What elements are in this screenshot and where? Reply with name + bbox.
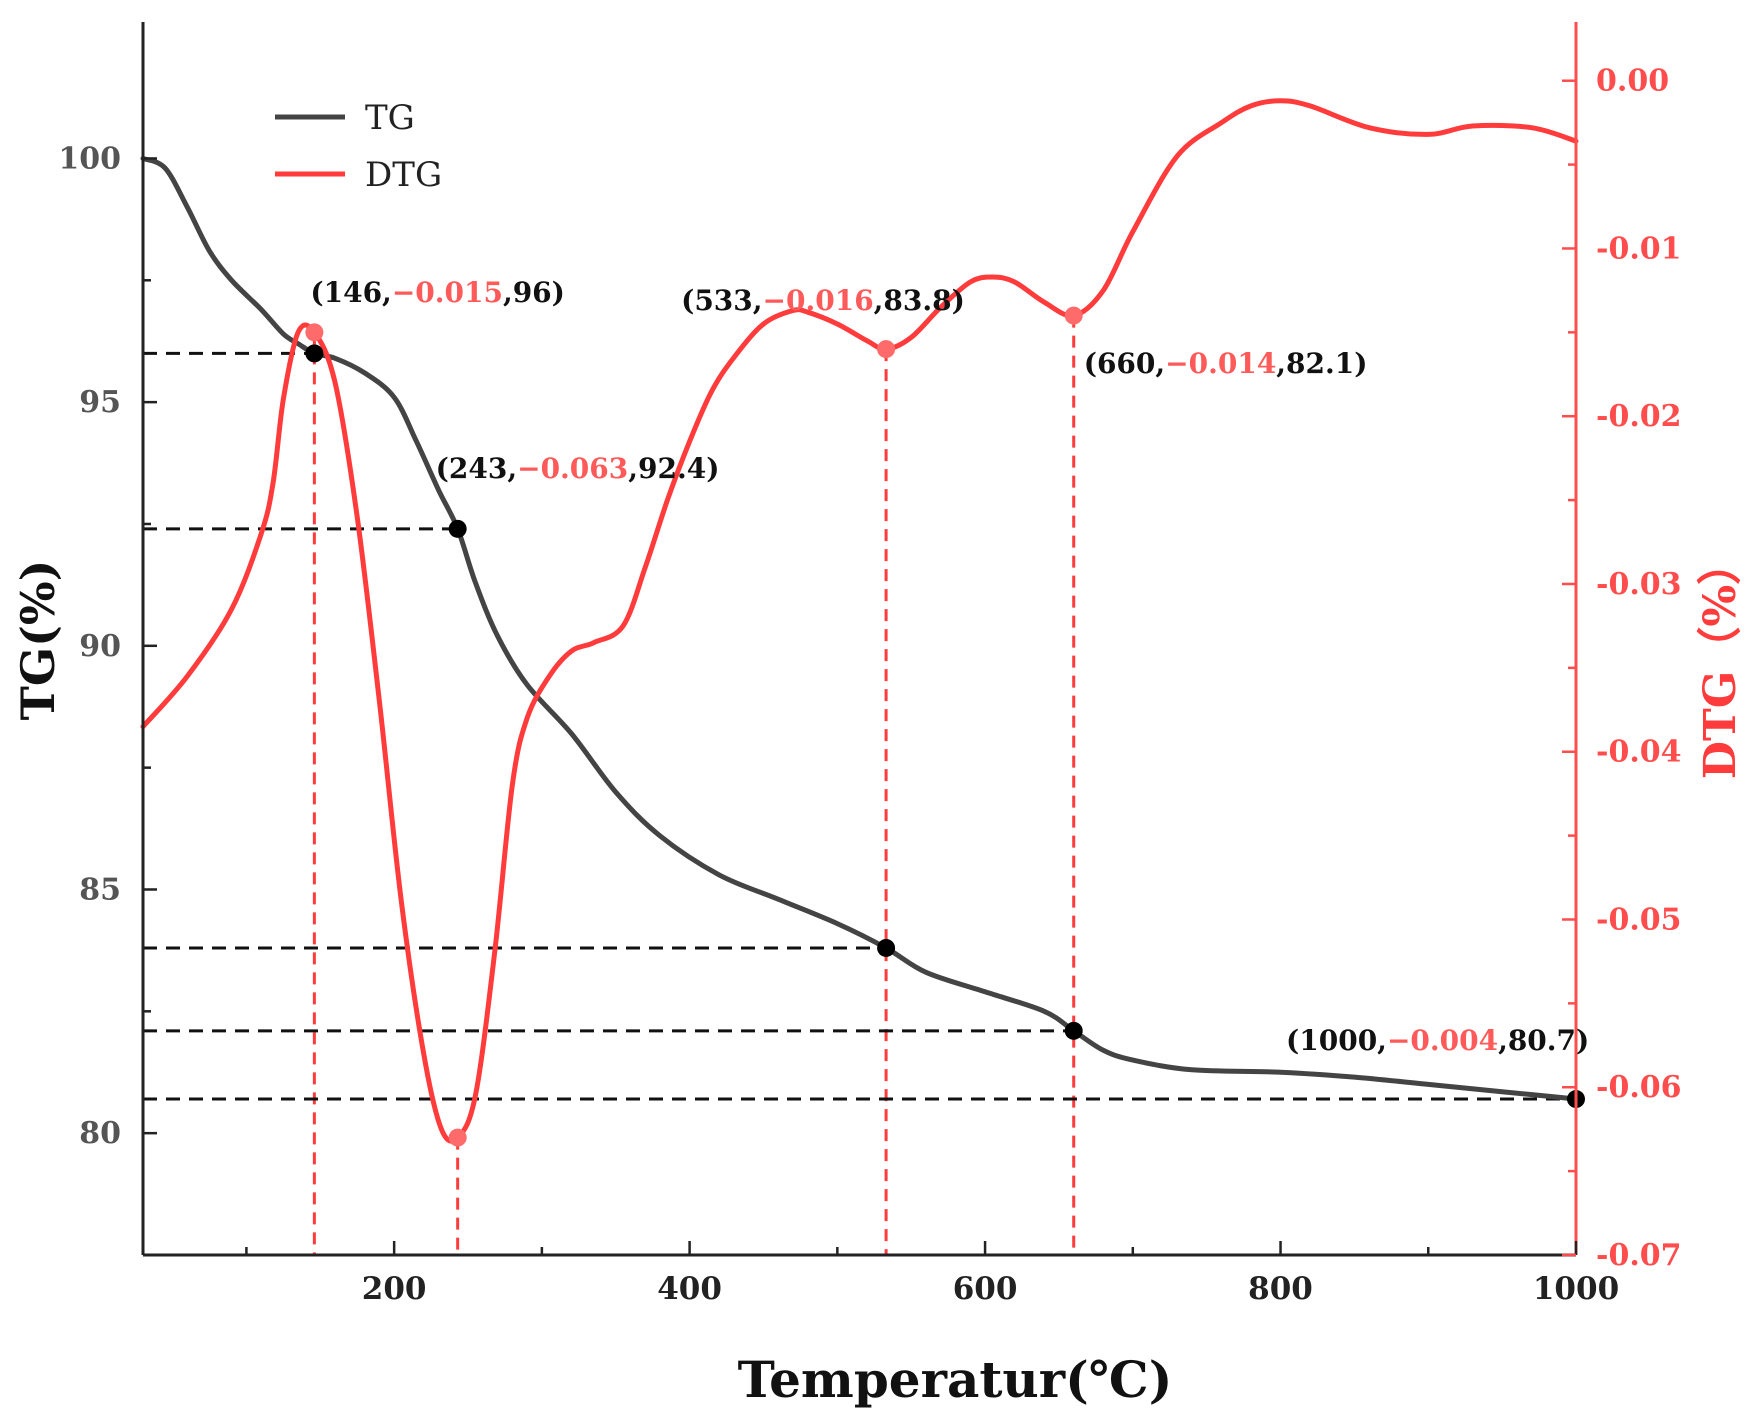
series-line-tg	[140, 156, 1579, 1102]
x-tick-label: 800	[1248, 1271, 1313, 1307]
x-tick-label: 1000	[1533, 1271, 1619, 1307]
axes	[141, 22, 1578, 1257]
annotation-tg-value: ,83.8)	[874, 284, 965, 317]
x-tick-label: 600	[953, 1271, 1018, 1307]
legend-label-dtg: DTG	[365, 155, 442, 195]
annotations: (146,−0.015,96)(243,−0.063,92.4)(533,−0.…	[310, 276, 1589, 1057]
annotation-dtg-value: −0.004	[1387, 1024, 1498, 1057]
y-right-tick-label: -0.07	[1596, 1238, 1682, 1273]
x-tick-label: 400	[657, 1271, 722, 1307]
annotation-dtg-value: −0.014	[1165, 347, 1276, 380]
y-right-tick-label: -0.03	[1596, 567, 1682, 602]
y-right-tick-label: 0.00	[1596, 64, 1669, 99]
point-annotation: (533,−0.016,83.8)	[681, 284, 965, 317]
annotation-temp: (243,	[436, 452, 517, 485]
annotation-dtg-value: −0.016	[763, 284, 874, 317]
dtg-point-marker	[877, 340, 896, 359]
dtg-point-marker	[1064, 306, 1083, 325]
point-annotation: (1000,−0.004,80.7)	[1286, 1024, 1589, 1057]
annotation-tg-value: ,80.7)	[1498, 1024, 1589, 1057]
tg-point-marker	[448, 519, 467, 538]
annotation-dtg-value: −0.015	[392, 276, 503, 309]
point-annotation: (146,−0.015,96)	[310, 276, 565, 309]
annotation-temp: (660,	[1084, 347, 1165, 380]
y-left-tick-label: 90	[79, 629, 121, 664]
y-right-tick-label: -0.02	[1596, 399, 1682, 434]
x-tick-label: 200	[362, 1271, 427, 1307]
tg-point-marker	[877, 938, 896, 957]
series-layer	[140, 98, 1579, 1144]
dtg-point-marker	[305, 323, 324, 342]
y-left-tick-label: 85	[79, 872, 121, 907]
series-line-dtg	[140, 98, 1579, 1144]
y-right-axis-title: DTG（%）	[1695, 541, 1746, 779]
annotation-tg-value: ,82.1)	[1276, 347, 1367, 380]
legend-label-tg: TG	[365, 98, 415, 138]
tg-point-marker	[1064, 1021, 1083, 1040]
point-annotation: (660,−0.014,82.1)	[1084, 347, 1368, 380]
y-left-axis-title: TG(%)	[11, 560, 65, 721]
annotation-temp: (146,	[310, 276, 391, 309]
tg-point-marker	[305, 344, 324, 363]
y-left-tick-label: 95	[79, 385, 121, 420]
annotation-temp: (1000,	[1286, 1024, 1387, 1057]
y-left-tick-label: 80	[79, 1116, 121, 1151]
legend: TG DTG	[275, 98, 442, 195]
x-axis-title: Temperatur(℃)	[738, 1350, 1173, 1409]
annotation-dtg-value: −0.063	[517, 452, 628, 485]
dtg-point-marker	[448, 1128, 467, 1147]
guide-lines	[143, 315, 1576, 1255]
y-left-tick-label: 100	[58, 141, 121, 176]
y-right-tick-label: -0.06	[1596, 1070, 1682, 1105]
annotation-tg-value: ,92.4)	[628, 452, 719, 485]
y-right-tick-label: -0.01	[1596, 231, 1682, 266]
annotation-tg-value: ,96)	[503, 276, 565, 309]
annotation-temp: (533,	[681, 284, 762, 317]
y-right-tick-label: -0.05	[1596, 902, 1682, 937]
point-annotation: (243,−0.063,92.4)	[436, 452, 720, 485]
marker-layer	[305, 306, 1585, 1147]
ticks: 200 400 600 800 1000 80 85 90 95 100 0.00 -0.01 -0.0…	[58, 64, 1681, 1307]
y-right-tick-label: -0.04	[1596, 735, 1682, 770]
